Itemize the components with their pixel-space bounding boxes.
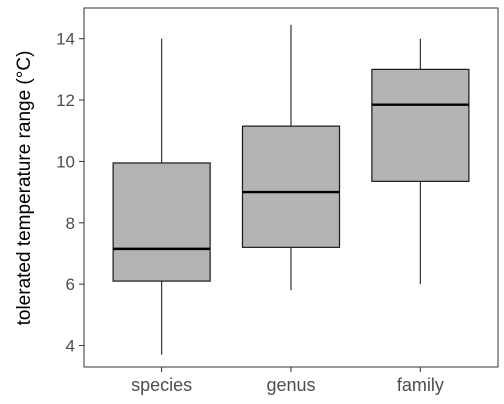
boxes-layer	[112, 24, 470, 355]
box-group-family	[371, 38, 470, 285]
y-tick-label-12: 12	[56, 91, 75, 110]
x-tick-label-family: family	[397, 375, 444, 395]
x-axis: species genus family	[131, 367, 444, 395]
y-tick-label-14: 14	[56, 30, 75, 49]
y-axis: 4 6 8 10 12 14	[56, 30, 84, 356]
box-group-species	[112, 38, 211, 355]
box-family	[371, 68, 470, 182]
box-species	[112, 162, 211, 282]
x-tick-label-genus: genus	[266, 375, 315, 395]
y-axis-title: tolerated temperature range (°C)	[14, 51, 35, 326]
box-group-genus	[241, 24, 341, 291]
y-tick-label-10: 10	[56, 152, 75, 171]
y-tick-label-6: 6	[66, 275, 75, 294]
y-tick-label-4: 4	[66, 337, 75, 356]
x-tick-label-species: species	[131, 375, 192, 395]
y-tick-label-8: 8	[66, 214, 75, 233]
box-genus	[241, 125, 341, 248]
